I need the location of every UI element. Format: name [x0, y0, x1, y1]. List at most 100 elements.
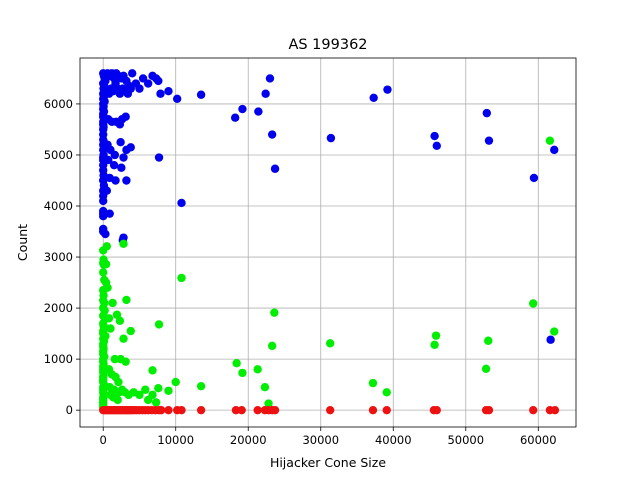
- scatter-point: [154, 153, 164, 162]
- scatter-point: [138, 74, 148, 83]
- scatter-point: [101, 229, 110, 239]
- scatter-point: [196, 90, 206, 99]
- scatter-point: [141, 385, 150, 394]
- scatter-point: [128, 69, 137, 78]
- scatter-point: [432, 405, 441, 415]
- scatter-point: [382, 388, 391, 397]
- scatter-point: [529, 299, 538, 308]
- scatter-point: [484, 405, 494, 415]
- scatter-point: [529, 405, 538, 415]
- scatter-point: [122, 176, 131, 185]
- scatter-point: [126, 84, 135, 93]
- x-tick-label: 30000: [302, 433, 339, 447]
- scatter-point: [545, 136, 555, 145]
- y-axis-label: Count: [15, 224, 30, 261]
- scatter-point: [368, 378, 378, 388]
- scatter-point: [157, 405, 166, 415]
- scatter-point: [267, 130, 277, 139]
- scatter-point: [550, 327, 559, 336]
- x-tick-label: 50000: [447, 433, 484, 447]
- scatter-point: [148, 390, 157, 400]
- y-tick-label: 4000: [44, 199, 73, 213]
- scatter-point: [546, 335, 555, 344]
- scatter-point: [115, 316, 125, 326]
- grid-lines: [80, 58, 576, 427]
- scatter-point: [238, 104, 247, 114]
- scatter-point: [254, 107, 263, 116]
- scatter-point: [143, 79, 153, 88]
- x-tick-label: 20000: [230, 433, 267, 447]
- x-tick-label: 40000: [375, 433, 412, 447]
- scatter-point: [154, 320, 164, 329]
- scatter-point: [111, 176, 120, 185]
- scatter-point: [119, 334, 128, 343]
- scatter-point: [481, 364, 491, 374]
- scatter-point: [114, 377, 123, 387]
- scatter-point: [270, 164, 280, 173]
- y-tick-label: 3000: [44, 250, 73, 264]
- scatter-point: [164, 386, 173, 395]
- scatter-point: [154, 384, 163, 393]
- scatter-point: [99, 196, 108, 206]
- x-tick-label: 60000: [520, 433, 557, 447]
- scatter-point: [154, 76, 163, 86]
- scatter-point: [196, 381, 206, 391]
- scatter-point: [383, 85, 392, 94]
- data-points: [99, 69, 560, 415]
- scatter-point: [171, 377, 180, 387]
- scatter-point: [116, 138, 125, 147]
- scatter-point: [261, 89, 270, 98]
- scatter-point: [177, 273, 186, 283]
- scatter-point: [382, 405, 391, 415]
- x-axis-label: Hijacker Cone Size: [270, 455, 386, 470]
- scatter-point: [148, 366, 157, 375]
- scatter-point: [105, 382, 114, 392]
- scatter-point: [105, 209, 114, 218]
- y-tick-label: 1000: [44, 352, 73, 366]
- y-tick-label: 0: [66, 403, 73, 417]
- scatter-point: [484, 336, 493, 345]
- scatter-point: [104, 314, 114, 323]
- scatter-point: [238, 368, 247, 378]
- scatter-point: [109, 160, 119, 170]
- scatter-point: [106, 324, 115, 333]
- scatter-point: [108, 298, 117, 308]
- scatter-point: [550, 405, 560, 415]
- y-tick-label: 5000: [44, 148, 73, 162]
- scatter-point: [231, 405, 241, 415]
- scatter-point: [99, 268, 108, 277]
- scatter-point: [260, 382, 270, 392]
- scatter-point: [156, 89, 165, 98]
- scatter-point: [431, 331, 441, 340]
- scatter-point: [368, 405, 378, 415]
- scatter-point: [119, 239, 128, 248]
- scatter-point: [550, 145, 559, 155]
- scatter-point: [135, 84, 144, 93]
- x-tick-label: 10000: [157, 433, 194, 447]
- scatter-point: [253, 405, 262, 415]
- chart-title: AS 199362: [288, 37, 367, 53]
- scatter-point: [325, 339, 335, 348]
- scatter-point: [114, 388, 124, 397]
- scatter-point: [126, 326, 135, 336]
- scatter-point: [270, 405, 280, 415]
- scatter-point: [126, 143, 135, 152]
- scatter-point: [110, 354, 120, 364]
- scatter-point: [237, 405, 246, 415]
- scatter-point: [265, 74, 275, 83]
- scatter-point: [484, 136, 494, 145]
- scatter-point: [177, 405, 186, 415]
- scatter-point: [172, 94, 182, 104]
- scatter-point: [430, 340, 439, 350]
- scatter-point: [325, 405, 335, 415]
- scatter-point: [151, 398, 161, 407]
- scatter-point: [164, 405, 173, 415]
- x-tick-label: 0: [100, 433, 107, 447]
- scatter-point: [121, 112, 130, 121]
- scatter-point: [253, 365, 262, 374]
- scatter-point: [101, 259, 111, 269]
- scatter-point: [482, 108, 492, 118]
- scatter-point: [196, 405, 206, 415]
